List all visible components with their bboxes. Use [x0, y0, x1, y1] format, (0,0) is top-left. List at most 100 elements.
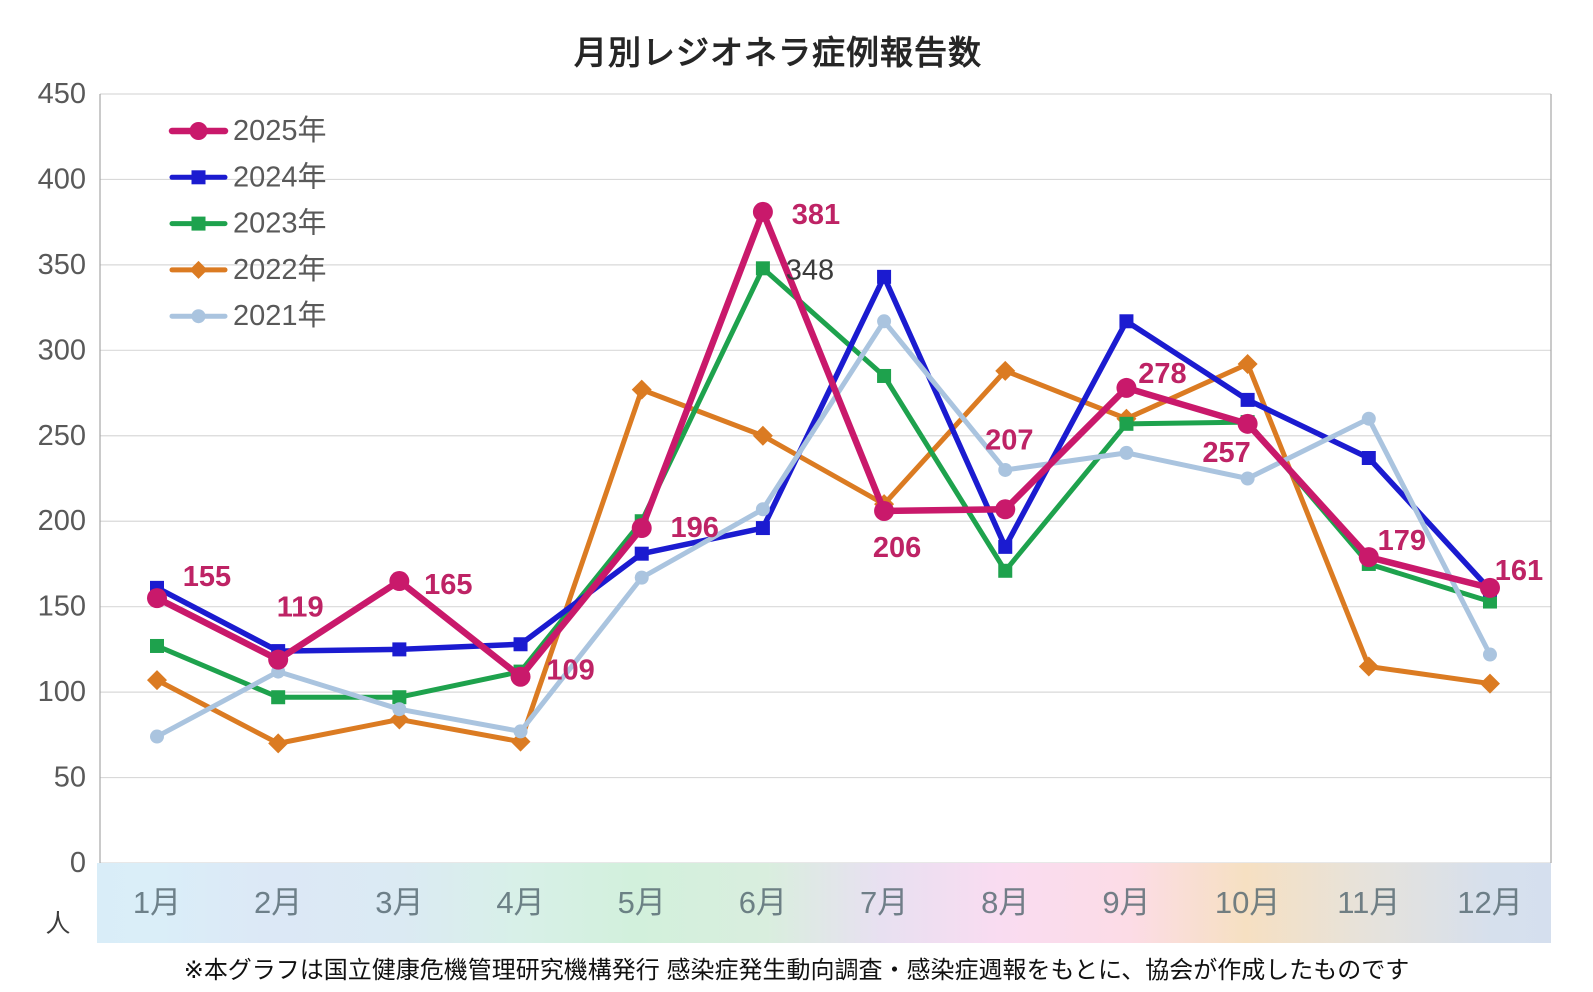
series-line-2023	[154, 265, 1493, 700]
x-axis-label-m7: 7月	[859, 885, 909, 920]
data-point-2022-m11	[1358, 656, 1379, 677]
data-point-2021-m5	[634, 570, 649, 585]
y-axis-tick-label: 350	[38, 249, 86, 281]
y-axis-tick-label: 200	[38, 505, 86, 537]
data-point-2024-m6	[755, 521, 770, 536]
data-point-2025-m12	[1479, 577, 1500, 598]
source-note: ※本グラフは国立健康危機管理研究機構発行 感染症発生動向調査・感染症週報をもとに…	[183, 957, 1410, 984]
y-axis-tick-label: 100	[38, 676, 86, 708]
data-point-2025-m10	[1237, 413, 1258, 434]
data-point-2024-m7	[877, 269, 892, 284]
y-axis-tick-label: 250	[38, 420, 86, 452]
y-axis-tick-label: 300	[38, 334, 86, 366]
y-axis-tick-label: 150	[38, 591, 86, 623]
data-point-2025-m5	[631, 518, 652, 539]
y-axis-tick-label: 0	[70, 847, 86, 879]
legend-marker-2024	[191, 170, 206, 185]
legend-label-2023: 2023年	[233, 207, 327, 240]
data-point-2025-m3	[389, 571, 410, 592]
x-axis-label-m1: 1月	[132, 885, 182, 920]
data-point-2021-m4	[513, 724, 528, 739]
series-line-2022	[154, 361, 1493, 746]
legend-item-2023: 2023年	[169, 207, 327, 240]
legend-marker-2023	[191, 216, 206, 231]
data-point-2023-m6	[755, 261, 770, 276]
data-point-2023-m7	[877, 368, 892, 383]
legend-item-2024: 2024年	[169, 160, 327, 193]
data-point-2022-m5	[631, 379, 652, 400]
x-axis-label-m6: 6月	[738, 885, 788, 920]
data-point-2025-m7	[874, 500, 895, 521]
legend-label-2025: 2025年	[233, 114, 327, 147]
series-line-2024	[154, 274, 1493, 654]
chart-title: 月別レジオネラ症例報告数	[574, 34, 982, 71]
legend-marker-2021	[191, 309, 206, 324]
data-label-2025-m2: 119	[277, 592, 324, 624]
legend-marker-2022	[189, 260, 208, 279]
data-point-2025-m6	[752, 201, 773, 222]
data-label-2025-m3: 165	[424, 569, 472, 601]
month-axis-strip: 1月 2月 3月 4月 5月 6月 7月 8月 9月 10月 11月 12月	[97, 863, 1551, 943]
data-point-2021-m9	[1119, 445, 1134, 460]
data-point-2022-m12	[1479, 673, 1500, 694]
data-point-2021-m1	[150, 729, 164, 744]
data-point-2021-m10	[1240, 471, 1255, 486]
legend-marker-2025	[189, 122, 208, 140]
data-point-2024-m8	[998, 539, 1013, 554]
legend-label-2022: 2022年	[233, 253, 327, 286]
line-chart: 0 50 100 150 200 250 300 350 400 450 155 119 165 109 1…	[38, 78, 1552, 879]
data-label-2025-m12: 161	[1495, 555, 1543, 587]
x-axis-label-m11: 11月	[1337, 885, 1401, 920]
y-axis-tick-label: 400	[38, 163, 86, 195]
data-point-2021-m7	[877, 314, 892, 329]
data-point-2022-m8	[995, 360, 1016, 381]
data-point-2021-m11	[1361, 411, 1376, 426]
data-point-2023-m1	[150, 638, 164, 653]
legend-item-2025: 2025年	[168, 114, 327, 147]
data-label-2025-m5: 196	[671, 512, 719, 544]
y-axis-unit-label: 人	[45, 910, 71, 938]
annotation-label: 348	[786, 254, 834, 286]
legend-item-2022: 2022年	[169, 253, 327, 286]
data-label-2025-m7: 206	[873, 532, 921, 564]
data-point-2025-m4	[510, 666, 531, 687]
data-point-2025-m8	[995, 499, 1016, 520]
x-axis-label-m3: 3月	[375, 885, 424, 920]
data-point-2021-m6	[755, 502, 770, 517]
data-point-2024-m9	[1119, 314, 1134, 329]
data-label-2025-m11: 179	[1378, 525, 1426, 557]
data-point-2025-m2	[268, 649, 289, 670]
data-point-2024-m3	[392, 642, 407, 657]
data-point-2022-m2	[268, 733, 289, 754]
x-axis-label-m8: 8月	[981, 885, 1030, 920]
x-axis-label-m2: 2月	[254, 885, 303, 920]
data-label-2025-m1: 155	[183, 561, 231, 593]
data-point-2024-m5	[634, 546, 649, 561]
data-label-2025-m9: 278	[1138, 358, 1186, 390]
data-point-2023-m8	[998, 563, 1013, 578]
data-point-2022-m1	[147, 670, 167, 691]
data-label-2025-m4: 109	[546, 655, 594, 687]
data-label-2025-m6: 381	[792, 199, 840, 231]
data-point-2023-m3	[392, 690, 407, 705]
data-label-2025-m8: 207	[985, 424, 1033, 456]
legend-label-2024: 2024年	[233, 160, 327, 193]
data-point-2024-m10	[1240, 392, 1255, 407]
legend-label-2021: 2021年	[233, 299, 327, 332]
series-line-2025	[153, 208, 1494, 680]
data-point-2025-m9	[1116, 377, 1137, 398]
x-axis-label-m9: 9月	[1102, 885, 1151, 920]
data-point-2024-m4	[513, 637, 528, 652]
data-point-2022-m3	[389, 709, 410, 730]
x-axis-label-m5: 5月	[617, 885, 666, 920]
data-point-2022-m4	[510, 731, 531, 752]
data-point-2021-m8	[998, 462, 1013, 477]
data-point-2022-m10	[1237, 354, 1258, 375]
x-axis-label-m10: 10月	[1214, 885, 1281, 920]
x-axis-label-m12: 12月	[1457, 885, 1523, 920]
data-point-2023-m12	[1482, 594, 1497, 609]
data-point-2023-m2	[271, 690, 286, 705]
data-point-2023-m9	[1119, 416, 1134, 431]
data-label-2025-m10: 257	[1202, 437, 1250, 469]
